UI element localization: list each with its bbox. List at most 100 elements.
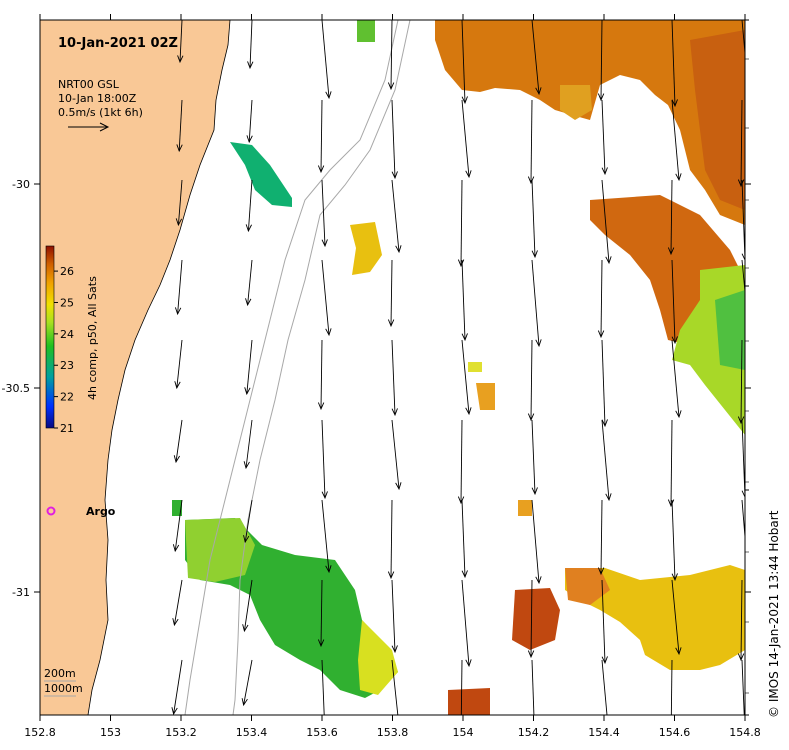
current-arrow [461,499,466,578]
current-arrow [741,659,745,715]
current-arrow-head [671,573,678,582]
sst-patch-yellow-southeast [565,565,745,670]
current-arrow-head [321,239,328,248]
sst-patch-red-bottom [448,688,490,715]
current-arrow-head [535,339,542,348]
current-arrow-head [737,653,745,662]
current-arrow [670,179,673,255]
current-arrow [320,579,323,647]
current-arrow-head [321,491,328,500]
current-arrow-head [177,55,184,64]
current-arrow [243,659,253,706]
current-arrow-head [741,490,745,499]
current-arrow [531,20,540,95]
current-arrow-head [605,493,612,502]
current-vectors [171,20,751,715]
x-axis: 152.8 153 153.2 153.4 153.6 153.8 154 154.2 154.… [24,14,761,739]
x-tick-label: 153.8 [377,726,409,739]
current-arrow-head [535,87,542,96]
current-arrow-head [746,327,751,334]
sst-patches [172,20,745,715]
current-arrow-head [461,96,468,105]
current-arrow-head [391,408,398,417]
current-arrow-head [605,256,612,265]
current-arrow [176,339,183,389]
y-axis: -30 -30.5 -31 [2,19,751,716]
current-arrow-head [172,618,179,627]
current-legend-line3: 0.5m/s (1kt 6h) [58,106,143,119]
x-tick-label: 153.6 [306,726,338,739]
current-arrow [671,579,680,655]
current-arrow [671,259,676,344]
current-arrow [600,499,603,575]
y-tick-label: -31 [12,586,30,599]
x-tick-label: 152.8 [24,726,56,739]
current-arrow-head [174,381,181,390]
current-arrow-head [246,135,253,144]
current-arrow [460,659,463,715]
current-arrow [670,419,673,507]
argo-marker[interactable]: Argo [46,505,116,518]
current-arrow [321,259,330,336]
current-arrow [321,179,326,247]
current-arrow-head [461,333,468,342]
sst-patch-warm-northeast [435,20,745,225]
sst-patch-warm-northeast-core [690,30,745,210]
current-arrow-head [173,455,180,464]
current-arrow-head [176,144,183,153]
current-arrow [740,339,743,424]
current-arrow-head [395,482,402,491]
current-arrow [531,499,540,584]
current-arrow-head [527,176,535,185]
current-arrow-head [391,171,398,180]
sst-patch-yellow-south-edge [358,620,398,695]
current-arrow-head [457,496,465,505]
current-arrow [390,259,393,327]
current-arrow-head [601,656,608,665]
current-legend-line1: NRT00 GSL [58,78,120,91]
y-tick-label: -30.5 [2,382,30,395]
y-tick-label: -30 [12,178,30,191]
current-arrow [600,259,603,338]
current-arrow-head [465,170,472,179]
current-arrow [671,499,676,581]
current-arrow [249,20,253,69]
current-arrow-head [535,576,542,585]
isobath-200m [184,19,399,716]
current-arrow [320,99,323,173]
isobath-1000m [232,19,411,716]
current-arrow [391,339,396,416]
current-arrow [321,659,325,715]
current-arrow [391,659,399,715]
current-arrow [671,20,676,107]
current-arrow [247,259,253,306]
sst-patch-orange-southeast [565,568,610,605]
current-arrow-head [667,499,675,508]
current-arrow [740,579,743,661]
current-arrow-head [325,328,332,337]
colorbar-tick-label: 25 [60,296,74,309]
sst-patch-green-top [357,20,375,42]
current-arrow-head [245,298,252,307]
current-arrow [174,499,183,552]
current-arrow-head [597,330,605,339]
current-arrow-head [391,645,398,654]
colorbar-tick-label: 21 [60,422,74,435]
map-title: 10-Jan-2021 02Z [58,36,178,51]
current-arrow-head [243,535,250,544]
current-arrow-head [737,179,745,188]
current-arrow [461,20,466,104]
current-arrow [173,579,183,626]
current-arrow [530,339,533,421]
current-arrow-head [241,698,248,707]
current-arrow-head [465,407,472,416]
current-arrow-head [741,253,745,262]
current-arrow [177,259,183,315]
current-arrow-head [325,565,332,574]
current-arrow [391,99,396,179]
x-tick-label: 153.2 [165,726,197,739]
current-arrow-head [597,567,605,576]
current-arrow [601,419,610,501]
current-arrow [671,99,680,181]
current-arrow-head [244,387,251,396]
